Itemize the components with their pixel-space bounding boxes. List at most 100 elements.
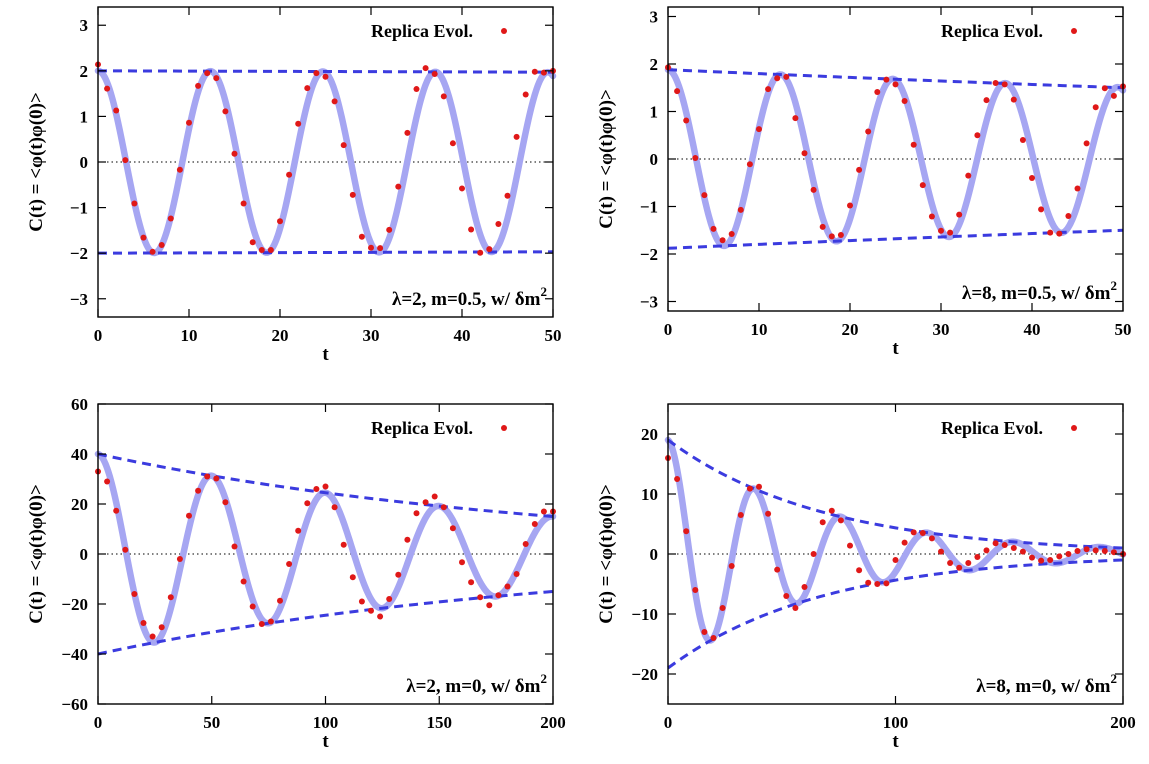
x-tick-label: 100 — [313, 713, 339, 732]
data-point — [992, 80, 999, 86]
annotation-superscript: 2 — [541, 671, 548, 686]
annotation-text: λ=8, m=0, w/ δm — [976, 676, 1110, 697]
data-point — [847, 202, 853, 209]
data-point — [495, 592, 502, 599]
data-point — [186, 512, 192, 519]
data-point — [468, 226, 475, 233]
upper-envelope — [667, 68, 1124, 90]
data-point — [828, 233, 835, 240]
data-point — [140, 234, 147, 241]
data-point — [765, 510, 772, 517]
legend: Replica Evol. — [371, 21, 507, 41]
data-point — [837, 517, 844, 524]
data-point — [513, 133, 520, 140]
data-point — [737, 206, 744, 213]
data-point — [865, 579, 872, 586]
data-point — [965, 172, 972, 179]
data-point — [486, 602, 493, 609]
data-point — [710, 225, 717, 232]
data-point — [286, 171, 293, 178]
data-point — [919, 182, 926, 189]
data-point — [267, 246, 274, 253]
y-tick-label: −20 — [631, 665, 658, 684]
data-point — [531, 521, 538, 527]
data-point — [1047, 557, 1054, 563]
data-point — [213, 75, 220, 82]
x-axis-label: t — [892, 338, 899, 359]
data-point — [1065, 213, 1072, 219]
parameter-annotation: λ=8, m=0.5, w/ δm2 — [962, 278, 1117, 304]
data-point — [322, 73, 329, 80]
legend-label: Replica Evol. — [371, 418, 473, 438]
data-point — [413, 510, 420, 517]
y-axis-label: C(t) = <φ(t)φ(0)> — [26, 92, 47, 232]
data-point — [1001, 81, 1008, 88]
legend-marker — [1071, 425, 1077, 431]
data-point — [837, 232, 844, 238]
y-axis-label: C(t) = <φ(t)φ(0)> — [26, 484, 47, 624]
data-point — [1083, 140, 1090, 147]
data-point — [459, 185, 465, 192]
data-point — [1029, 175, 1035, 181]
legend-marker — [501, 425, 507, 431]
x-tick-label: 20 — [272, 326, 289, 345]
lower-envelope — [667, 228, 1124, 250]
data-point — [1038, 206, 1045, 213]
y-tick-label: 0 — [80, 153, 89, 172]
y-tick-label: 20 — [641, 425, 658, 444]
x-tick-label: 0 — [664, 713, 673, 732]
data-point — [810, 551, 817, 557]
y-tick-label: 2 — [650, 55, 659, 74]
data-point — [113, 507, 120, 514]
data-point — [504, 192, 511, 199]
data-point — [674, 476, 681, 482]
data-point — [258, 621, 265, 627]
data-point — [149, 633, 156, 640]
data-point — [313, 70, 320, 77]
data-point — [167, 594, 174, 601]
data-point — [965, 560, 972, 566]
data-point — [728, 231, 735, 238]
data-point — [1019, 137, 1026, 143]
data-point — [883, 76, 890, 83]
data-point — [131, 200, 138, 207]
data-point — [495, 221, 502, 227]
data-point — [1019, 548, 1026, 555]
data-point — [358, 233, 365, 240]
legend: Replica Evol. — [371, 418, 507, 438]
y-tick-label: −60 — [61, 695, 88, 714]
data-point — [158, 624, 165, 631]
data-point — [167, 215, 174, 222]
data-point — [176, 166, 183, 173]
data-point — [683, 117, 690, 124]
annotation-superscript: 2 — [541, 284, 548, 299]
data-point — [801, 150, 808, 157]
data-point — [783, 593, 790, 599]
legend: Replica Evol. — [941, 418, 1077, 438]
data-point — [277, 218, 283, 225]
x-axis-label: t — [322, 344, 329, 365]
data-point — [765, 86, 772, 93]
parameter-annotation: λ=2, m=0.5, w/ δm2 — [392, 284, 547, 310]
data-point — [449, 525, 456, 532]
data-point — [240, 578, 247, 585]
data-point — [746, 161, 753, 168]
legend-marker — [1071, 28, 1077, 34]
data-point — [204, 473, 211, 480]
data-point — [828, 507, 835, 514]
data-point — [1101, 548, 1108, 554]
data-point — [783, 73, 790, 80]
data-point — [1056, 230, 1063, 237]
data-point — [874, 89, 881, 96]
data-point — [267, 618, 274, 625]
x-tick-label: 10 — [751, 320, 768, 339]
data-point — [358, 598, 365, 605]
data-point — [892, 81, 899, 88]
data-point — [810, 186, 817, 193]
fit-curve — [664, 66, 1127, 250]
data-point — [449, 140, 456, 147]
data-point — [158, 241, 165, 248]
y-tick-label: −20 — [61, 595, 88, 614]
data-point — [674, 88, 681, 95]
